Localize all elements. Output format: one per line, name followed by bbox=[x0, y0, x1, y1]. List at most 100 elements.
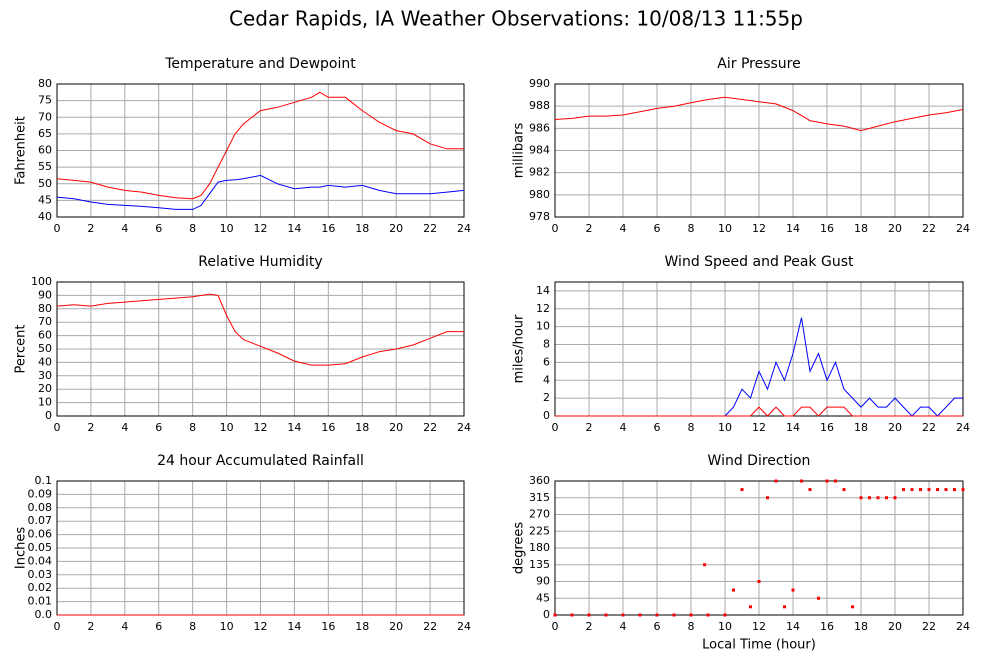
y-tick-label: 100 bbox=[31, 275, 52, 288]
data-point bbox=[604, 613, 608, 617]
x-tick-label: 12 bbox=[752, 421, 766, 434]
y-tick-label: 0.06 bbox=[28, 528, 53, 541]
y-tick-label: 270 bbox=[529, 508, 550, 521]
x-tick-label: 10 bbox=[718, 222, 732, 235]
y-tick-label: 60 bbox=[38, 329, 52, 342]
x-tick-label: 22 bbox=[423, 620, 437, 633]
y-axis-label: degrees bbox=[512, 522, 527, 575]
y-tick-label: 990 bbox=[529, 77, 550, 90]
y-axis-label: miles/hour bbox=[512, 314, 527, 383]
x-tick-label: 4 bbox=[121, 620, 128, 633]
data-point bbox=[927, 488, 931, 492]
data-point bbox=[732, 588, 735, 592]
x-tick-label: 4 bbox=[121, 421, 128, 434]
data-line bbox=[56, 293, 464, 366]
x-tick-label: 18 bbox=[355, 620, 369, 633]
x-tick-label: 6 bbox=[155, 421, 162, 434]
data-point bbox=[944, 488, 948, 492]
y-tick-label: 0.08 bbox=[28, 501, 53, 514]
x-tick-label: 20 bbox=[888, 620, 902, 633]
x-tick-label: 8 bbox=[189, 222, 196, 235]
data-line bbox=[554, 96, 964, 132]
x-tick-label: 10 bbox=[220, 620, 234, 633]
chart-title: Temperature and Dewpoint bbox=[164, 56, 356, 72]
y-tick-label: 70 bbox=[38, 315, 52, 328]
y-tick-label: 0.05 bbox=[28, 541, 53, 554]
y-tick-label: 75 bbox=[38, 94, 52, 107]
y-tick-label: 12 bbox=[536, 302, 550, 315]
y-tick-label: 0.09 bbox=[28, 487, 53, 500]
x-tick-label: 6 bbox=[155, 620, 162, 633]
y-axis-label: Percent bbox=[14, 325, 29, 374]
y-tick-label: 315 bbox=[529, 491, 550, 504]
x-tick-label: 2 bbox=[87, 222, 94, 235]
y-tick-label: 982 bbox=[529, 166, 550, 179]
x-tick-label: 10 bbox=[718, 421, 732, 434]
x-tick-label: 4 bbox=[620, 222, 627, 235]
x-tick-label: 12 bbox=[254, 222, 268, 235]
x-axis-label: Local Time (hour) bbox=[702, 638, 816, 653]
y-tick-label: 70 bbox=[38, 110, 52, 123]
data-line bbox=[555, 406, 963, 417]
y-tick-label: 20 bbox=[38, 382, 52, 395]
y-tick-label: 988 bbox=[529, 99, 550, 112]
data-point bbox=[553, 613, 557, 617]
x-tick-label: 0 bbox=[54, 620, 61, 633]
x-tick-label: 22 bbox=[922, 620, 936, 633]
data-point bbox=[851, 605, 854, 609]
x-tick-label: 14 bbox=[786, 421, 800, 434]
data-point bbox=[587, 613, 591, 617]
x-tick-label: 2 bbox=[586, 620, 593, 633]
x-tick-label: 14 bbox=[287, 222, 301, 235]
x-tick-label: 4 bbox=[620, 421, 627, 434]
plot-frame bbox=[554, 480, 964, 616]
y-tick-label: 0.0 bbox=[35, 608, 53, 621]
data-point bbox=[791, 588, 795, 592]
y-tick-label: 4 bbox=[543, 373, 550, 386]
x-tick-label: 18 bbox=[854, 620, 868, 633]
y-tick-label: 360 bbox=[529, 474, 550, 487]
x-tick-label: 2 bbox=[87, 421, 94, 434]
data-line bbox=[56, 174, 465, 210]
x-tick-label: 16 bbox=[820, 620, 834, 633]
x-tick-label: 6 bbox=[654, 222, 661, 235]
chart-title: Relative Humidity bbox=[198, 254, 322, 270]
y-tick-label: 0.03 bbox=[28, 568, 53, 581]
y-tick-label: 0.04 bbox=[28, 554, 53, 567]
y-tick-label: 90 bbox=[38, 288, 52, 301]
data-point bbox=[834, 479, 837, 483]
data-point bbox=[621, 613, 625, 617]
y-tick-label: 135 bbox=[529, 558, 550, 571]
data-point bbox=[885, 496, 888, 500]
x-tick-label: 8 bbox=[688, 620, 695, 633]
y-tick-label: 180 bbox=[529, 541, 550, 554]
data-point bbox=[902, 488, 905, 492]
data-point bbox=[919, 488, 922, 492]
x-tick-label: 24 bbox=[956, 620, 970, 633]
y-tick-label: 10 bbox=[38, 396, 52, 409]
x-tick-label: 0 bbox=[552, 620, 559, 633]
x-tick-label: 24 bbox=[457, 222, 471, 235]
y-tick-label: 0.02 bbox=[28, 581, 53, 594]
x-tick-label: 8 bbox=[688, 222, 695, 235]
x-tick-label: 20 bbox=[389, 421, 403, 434]
x-tick-label: 0 bbox=[54, 222, 61, 235]
x-tick-label: 24 bbox=[956, 222, 970, 235]
x-tick-label: 14 bbox=[786, 222, 800, 235]
y-tick-label: 225 bbox=[529, 524, 550, 537]
y-axis-label: Fahrenheit bbox=[14, 116, 29, 185]
y-tick-label: 50 bbox=[38, 177, 52, 190]
y-tick-label: 14 bbox=[536, 284, 550, 297]
y-tick-label: 8 bbox=[543, 338, 550, 351]
page-title: Cedar Rapids, IA Weather Observations: 1… bbox=[229, 7, 803, 31]
y-tick-label: 80 bbox=[38, 77, 52, 90]
y-tick-label: 986 bbox=[529, 121, 550, 134]
x-tick-label: 22 bbox=[423, 421, 437, 434]
x-tick-label: 8 bbox=[189, 620, 196, 633]
data-point bbox=[703, 563, 707, 567]
x-tick-label: 14 bbox=[786, 620, 800, 633]
y-tick-label: 55 bbox=[38, 160, 52, 173]
x-tick-label: 16 bbox=[321, 620, 335, 633]
x-tick-label: 12 bbox=[254, 421, 268, 434]
data-point bbox=[953, 488, 956, 492]
